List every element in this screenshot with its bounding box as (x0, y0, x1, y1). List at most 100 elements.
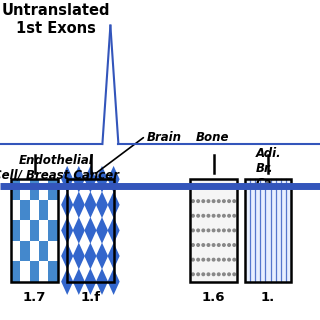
Polygon shape (96, 243, 108, 269)
Bar (30, 220, 39, 241)
Circle shape (202, 214, 204, 217)
Bar (20, 261, 30, 282)
Circle shape (218, 273, 220, 276)
Polygon shape (108, 217, 120, 244)
Bar (39, 179, 48, 200)
Circle shape (228, 200, 230, 203)
Polygon shape (108, 268, 120, 295)
Circle shape (212, 244, 215, 246)
Circle shape (192, 185, 194, 188)
Polygon shape (73, 217, 85, 244)
Circle shape (218, 258, 220, 261)
Circle shape (233, 200, 236, 203)
Circle shape (202, 273, 204, 276)
Circle shape (218, 244, 220, 246)
Text: 1.: 1. (261, 291, 275, 304)
Circle shape (197, 244, 199, 246)
Polygon shape (84, 166, 96, 193)
Bar (48, 179, 58, 200)
Circle shape (223, 229, 225, 232)
Bar (30, 179, 39, 200)
Circle shape (228, 258, 230, 261)
Circle shape (207, 273, 210, 276)
Circle shape (207, 229, 210, 232)
Circle shape (233, 229, 236, 232)
Circle shape (223, 214, 225, 217)
Circle shape (228, 185, 230, 188)
Polygon shape (84, 243, 96, 269)
Bar (48, 241, 58, 261)
Circle shape (192, 258, 194, 261)
Polygon shape (84, 191, 96, 218)
Bar (11, 200, 20, 220)
Polygon shape (108, 191, 120, 218)
Circle shape (233, 185, 236, 188)
Text: Adi.
Br.
Ca.: Adi. Br. Ca. (256, 147, 282, 190)
Polygon shape (73, 166, 85, 193)
Circle shape (202, 258, 204, 261)
Circle shape (197, 229, 199, 232)
Polygon shape (73, 268, 85, 295)
Polygon shape (96, 268, 108, 295)
Circle shape (207, 244, 210, 246)
Circle shape (223, 273, 225, 276)
Circle shape (218, 214, 220, 217)
Polygon shape (61, 166, 73, 193)
Bar (67, 179, 114, 282)
Circle shape (223, 200, 225, 203)
Circle shape (218, 185, 220, 188)
Text: 1.6: 1.6 (202, 291, 226, 304)
Polygon shape (108, 243, 120, 269)
Bar (190, 179, 237, 282)
Bar (20, 179, 30, 200)
Bar (11, 241, 20, 261)
Bar (39, 220, 48, 241)
Circle shape (228, 244, 230, 246)
Circle shape (192, 229, 194, 232)
Circle shape (212, 200, 215, 203)
Circle shape (233, 244, 236, 246)
Bar (245, 179, 291, 282)
Circle shape (202, 185, 204, 188)
Circle shape (228, 214, 230, 217)
Circle shape (228, 229, 230, 232)
Circle shape (192, 200, 194, 203)
Circle shape (192, 244, 194, 246)
Text: Untranslated
1st Exons: Untranslated 1st Exons (2, 3, 110, 36)
Circle shape (207, 258, 210, 261)
Bar (20, 220, 30, 241)
Polygon shape (61, 268, 73, 295)
Circle shape (233, 273, 236, 276)
Polygon shape (61, 191, 73, 218)
Bar (20, 200, 30, 220)
Bar (67, 179, 114, 282)
Circle shape (233, 258, 236, 261)
Bar (48, 220, 58, 241)
Bar (11, 179, 58, 282)
Circle shape (192, 214, 194, 217)
Circle shape (212, 258, 215, 261)
Polygon shape (108, 166, 120, 193)
Bar (20, 241, 30, 261)
Polygon shape (96, 217, 108, 244)
Bar (190, 179, 237, 282)
Bar (11, 261, 20, 282)
Circle shape (197, 258, 199, 261)
Circle shape (207, 214, 210, 217)
Polygon shape (61, 243, 73, 269)
Polygon shape (73, 243, 85, 269)
Circle shape (218, 200, 220, 203)
Bar (48, 200, 58, 220)
Polygon shape (84, 268, 96, 295)
Bar (245, 179, 291, 282)
Circle shape (223, 185, 225, 188)
Text: Endothelial
Cell/ Breast Cancer: Endothelial Cell/ Breast Cancer (0, 154, 119, 181)
Bar (30, 200, 39, 220)
Polygon shape (61, 217, 73, 244)
Bar (30, 241, 39, 261)
Text: 1.7: 1.7 (23, 291, 46, 304)
Circle shape (212, 214, 215, 217)
Bar (39, 241, 48, 261)
Circle shape (192, 273, 194, 276)
Circle shape (197, 185, 199, 188)
